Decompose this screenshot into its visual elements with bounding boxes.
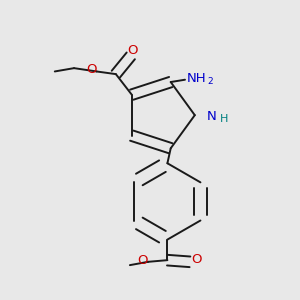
Text: O: O [127,44,138,57]
Text: NH: NH [187,72,206,85]
Text: N: N [207,110,217,123]
Text: O: O [191,253,202,266]
Text: O: O [137,254,147,267]
Text: O: O [86,63,97,76]
Text: H: H [220,115,228,124]
Text: 2: 2 [207,77,213,86]
